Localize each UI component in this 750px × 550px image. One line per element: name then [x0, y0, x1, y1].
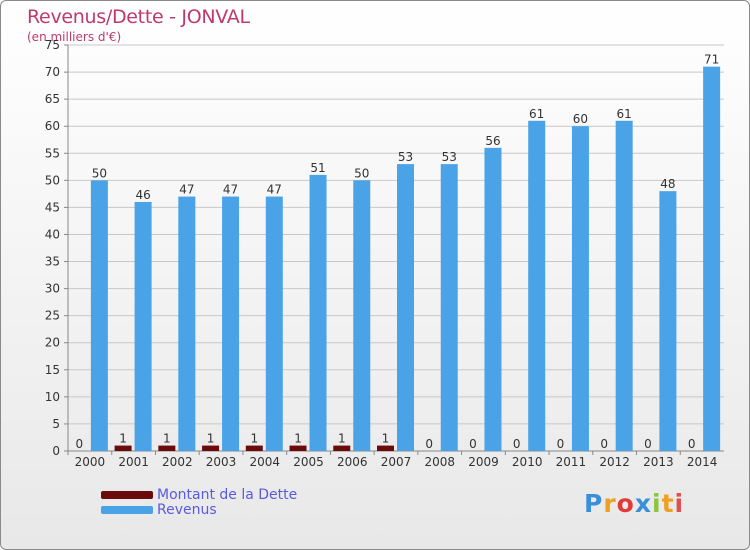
x-tick-label: 2007 — [381, 455, 412, 469]
revenus-bar — [134, 201, 152, 451]
legend-item-dette: Montant de la Dette — [101, 486, 298, 503]
dette-bar — [289, 445, 307, 451]
revenus-bar — [222, 196, 240, 451]
dette-bar — [377, 445, 394, 451]
y-tick-label: 15 — [45, 363, 60, 377]
chart-title: Revenus/Dette - JONVAL — [27, 6, 250, 28]
revenus-value-label: 47 — [179, 183, 194, 197]
chart-subtitle: (en milliers d'€) — [27, 30, 122, 44]
revenus-bar — [90, 180, 108, 452]
revenus-value-label: 53 — [442, 150, 457, 164]
revenus-value-label: 56 — [485, 134, 500, 148]
y-tick-label: 45 — [45, 200, 60, 214]
revenus-bar — [178, 196, 196, 451]
dette-value-label: 1 — [382, 432, 390, 446]
revenus-value-label: 46 — [135, 188, 150, 202]
y-tick-label: 35 — [45, 255, 60, 269]
revenus-value-label: 53 — [398, 150, 413, 164]
y-tick-label: 40 — [45, 227, 60, 241]
revenus-bar — [265, 196, 283, 451]
legend-swatch-dette — [101, 490, 153, 499]
x-tick-label: 2014 — [687, 455, 718, 469]
revenus-value-label: 48 — [660, 177, 675, 191]
x-tick-label: 2001 — [118, 455, 149, 469]
dette-value-label: 0 — [644, 437, 652, 451]
revenus-bar — [615, 120, 633, 451]
x-tick-label: 2005 — [293, 455, 324, 469]
y-tick-label: 25 — [45, 309, 60, 323]
dette-value-label: 0 — [600, 437, 608, 451]
dette-bar — [245, 445, 263, 451]
revenus-value-label: 50 — [354, 166, 369, 180]
dette-value-label: 0 — [513, 437, 521, 451]
dette-value-label: 0 — [469, 437, 477, 451]
dette-bar — [158, 445, 176, 451]
x-tick-label: 2004 — [250, 455, 281, 469]
x-tick-label: 2011 — [556, 455, 587, 469]
legend: Montant de la Dette Revenus — [101, 486, 298, 518]
x-tick-label: 2008 — [424, 455, 455, 469]
revenus-bar — [353, 180, 371, 452]
dette-bar — [202, 445, 220, 451]
y-tick-label: 30 — [45, 282, 60, 296]
revenus-bar — [659, 191, 677, 451]
x-tick-label: 2012 — [599, 455, 630, 469]
dette-value-label: 1 — [119, 432, 127, 446]
revenus-value-label: 61 — [529, 107, 544, 121]
y-tick-label: 10 — [45, 390, 60, 404]
dette-bar — [333, 445, 351, 451]
x-tick-label: 2000 — [75, 455, 106, 469]
dette-value-label: 1 — [338, 432, 346, 446]
dette-value-label: 1 — [207, 432, 215, 446]
y-tick-label: 55 — [45, 146, 60, 160]
x-tick-label: 2006 — [337, 455, 368, 469]
y-tick-label: 75 — [45, 38, 60, 52]
revenus-value-label: 60 — [573, 112, 588, 126]
dette-value-label: 0 — [557, 437, 565, 451]
dette-value-label: 0 — [688, 437, 696, 451]
y-tick-label: 50 — [45, 173, 60, 187]
x-tick-label: 2013 — [643, 455, 674, 469]
legend-label-dette: Montant de la Dette — [157, 486, 298, 503]
legend-item-revenus: Revenus — [101, 501, 297, 518]
x-tick-label: 2009 — [468, 455, 499, 469]
legend-swatch-revenus — [101, 505, 153, 514]
legend-label-revenus: Revenus — [157, 501, 217, 518]
dette-bar — [114, 445, 132, 451]
revenus-value-label: 51 — [310, 161, 325, 175]
revenus-bar — [440, 164, 458, 452]
x-tick-label: 2010 — [512, 455, 543, 469]
dette-value-label: 1 — [294, 432, 302, 446]
revenus-bar — [484, 147, 502, 451]
y-tick-label: 70 — [45, 65, 60, 79]
proxiti-logo: Proxiti — [584, 489, 685, 518]
revenus-value-label: 71 — [704, 53, 719, 67]
revenus-bar — [571, 126, 589, 451]
revenus-bar — [397, 164, 414, 452]
revenus-value-label: 47 — [223, 183, 238, 197]
y-tick-label: 0 — [52, 444, 60, 458]
x-tick-label: 2003 — [206, 455, 237, 469]
y-tick-label: 60 — [45, 119, 60, 133]
y-tick-label: 5 — [52, 417, 60, 431]
revenus-bar — [528, 120, 546, 451]
dette-value-label: 0 — [425, 437, 433, 451]
y-tick-label: 65 — [45, 92, 60, 106]
dette-value-label: 1 — [250, 432, 258, 446]
revenus-bar — [703, 66, 721, 452]
dette-value-label: 0 — [76, 437, 84, 451]
revenus-value-label: 47 — [267, 183, 282, 197]
x-tick-label: 2002 — [162, 455, 193, 469]
y-tick-label: 20 — [45, 336, 60, 350]
dette-value-label: 1 — [163, 432, 171, 446]
revenus-value-label: 50 — [92, 166, 107, 180]
revenus-bar — [309, 174, 327, 452]
revenus-value-label: 61 — [617, 107, 632, 121]
